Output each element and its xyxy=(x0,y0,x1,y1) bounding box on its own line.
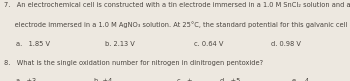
Text: e.  -4: e. -4 xyxy=(292,78,309,81)
Text: d. 0.98 V: d. 0.98 V xyxy=(271,40,301,46)
Text: a.  +3: a. +3 xyxy=(16,78,36,81)
Text: 8.   What is the single oxidation number for nitrogen in dinitrogen pentoxide?: 8. What is the single oxidation number f… xyxy=(4,60,263,66)
Text: c. 0.64 V: c. 0.64 V xyxy=(194,40,224,46)
Text: c.  +: c. + xyxy=(177,78,192,81)
Text: b. 2.13 V: b. 2.13 V xyxy=(105,40,135,46)
Text: a.   1.85 V: a. 1.85 V xyxy=(16,40,50,46)
Text: electrode immersed in a 1.0 M AgNO₃ solution. At 25°C, the standard potential fo: electrode immersed in a 1.0 M AgNO₃ solu… xyxy=(4,21,350,28)
Text: b. +4: b. +4 xyxy=(94,78,113,81)
Text: d.  +5: d. +5 xyxy=(220,78,241,81)
Text: 7.   An electrochemical cell is constructed with a tin electrode immersed in a 1: 7. An electrochemical cell is constructe… xyxy=(4,2,350,8)
